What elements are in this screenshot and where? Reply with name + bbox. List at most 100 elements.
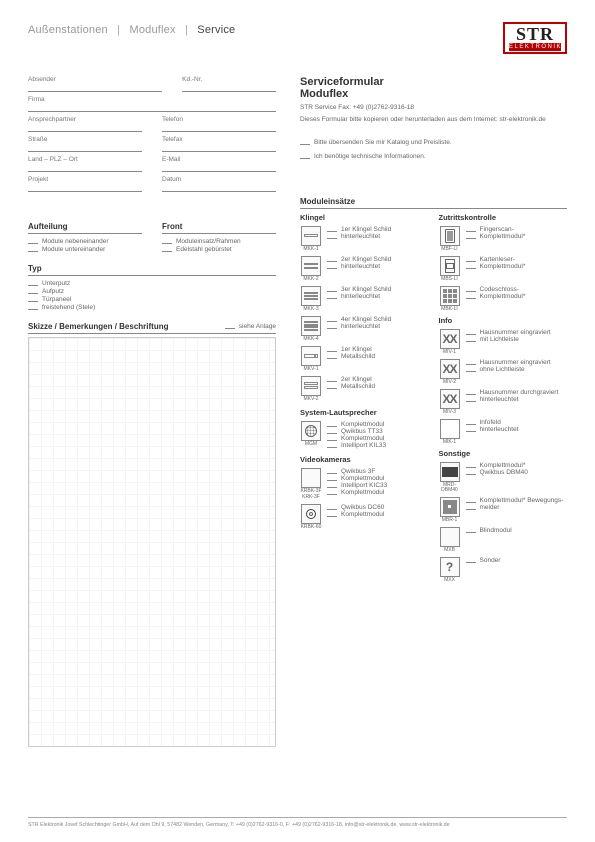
mod-miv3: XXMIV-3 Hausnummer durchgraviert hinterl… bbox=[439, 389, 568, 415]
typ-title: Typ bbox=[28, 264, 276, 276]
opt-front-2[interactable]: Edelstahl gebürstet bbox=[162, 246, 276, 253]
mod-mkk3: MKK-3 3er Klingel Schild hinterleuchtet bbox=[300, 286, 429, 312]
opt-mkk3-a[interactable]: 3er Klingel Schild bbox=[327, 286, 429, 293]
opt-s2-a[interactable]: Komplettmodul* Bewegungs- bbox=[466, 497, 568, 504]
opt-i2-b[interactable]: ohne Lichtleiste bbox=[466, 366, 568, 373]
opt-z1-a[interactable]: Fingerscan- bbox=[466, 226, 568, 233]
brand-logo: STR ELEKTRONIK bbox=[503, 22, 567, 54]
klingel-4-icon bbox=[301, 316, 321, 336]
footer-text: STR Elektronik Josef Schlechtinger GmbH,… bbox=[28, 817, 567, 828]
opt-z2-b[interactable]: Komplettmodul* bbox=[466, 263, 568, 270]
mod-mbkli: MBK-LI Codeschloss- Komplettmodul* bbox=[439, 286, 568, 312]
opt-v1-a[interactable]: Qwikbus 3F bbox=[327, 468, 429, 475]
opt-s2-b[interactable]: melder bbox=[466, 504, 568, 511]
opt-v2-b[interactable]: Komplettmodul bbox=[327, 511, 429, 518]
mod-mkv1: MKV-1 1er Klingel Metallschild bbox=[300, 346, 429, 372]
crumb-sep: | bbox=[117, 24, 120, 36]
opt-s1-a[interactable]: Komplettmodul* bbox=[466, 462, 568, 469]
opt-mkv2-b[interactable]: Metallschild bbox=[327, 383, 429, 390]
label-firma: Firma bbox=[28, 96, 276, 112]
crumb-b: Moduflex bbox=[129, 24, 175, 36]
label-telefon: Telefon bbox=[162, 116, 276, 132]
fingerprint-icon bbox=[440, 226, 460, 246]
opt-techinfo[interactable]: Ich benötige technische Informationen. bbox=[300, 153, 567, 160]
logo-top: STR bbox=[509, 26, 561, 42]
klingel-head: Klingel bbox=[300, 213, 429, 222]
blind-icon bbox=[440, 527, 460, 547]
opt-v1-b[interactable]: Komplettmodul bbox=[327, 475, 429, 482]
opt-anlage[interactable]: siehe Anlage bbox=[225, 323, 276, 330]
opt-s4-a[interactable]: Sonder bbox=[466, 557, 568, 564]
hausnummer-3-icon: XX bbox=[440, 389, 460, 409]
form-title-1: Serviceformular bbox=[300, 76, 567, 88]
camera-3f-icon bbox=[301, 468, 321, 488]
cardreader-icon bbox=[440, 256, 460, 276]
mod-mxx: ?MXX Sonder bbox=[439, 557, 568, 583]
opt-i2-a[interactable]: Hausnummer eingraviert bbox=[466, 359, 568, 366]
opt-mkk4-a[interactable]: 4er Klingel Schild bbox=[327, 316, 429, 323]
opt-katalog[interactable]: Bitte übersenden Sie mir Katalog und Pre… bbox=[300, 139, 567, 146]
opt-mkk4-b[interactable]: hinterleuchtet bbox=[327, 323, 429, 330]
instructions: Dieses Formular bitte kopieren oder heru… bbox=[300, 116, 567, 124]
opt-front-1[interactable]: Moduleinsatz/Rahmen bbox=[162, 238, 276, 245]
mod-mrd: MRD-DBM40 Komplettmodul* Qwikbus DBM40 bbox=[439, 462, 568, 493]
opt-i3-a[interactable]: Hausnummer durchgraviert bbox=[466, 389, 568, 396]
aufteilung-title: Aufteilung bbox=[28, 222, 142, 234]
opt-s3-a[interactable]: Blindmodul bbox=[466, 527, 568, 534]
label-datum: Datum bbox=[162, 176, 276, 192]
mod-krbk3f: KRBK-3FKRK-3F Qwikbus 3F Komplettmodul I… bbox=[300, 468, 429, 500]
mod-mkk4: MKK-4 4er Klingel Schild hinterleuchtet bbox=[300, 316, 429, 342]
form-title-2: Moduflex bbox=[300, 88, 567, 100]
opt-i1-a[interactable]: Hausnummer eingraviert bbox=[466, 329, 568, 336]
opt-mkv2-a[interactable]: 2er Klingel bbox=[327, 376, 429, 383]
opt-aufteilung-2[interactable]: Module untereinander bbox=[28, 246, 142, 253]
camera-60-icon bbox=[301, 504, 321, 524]
label-land: Land – PLZ – Ort bbox=[28, 156, 142, 172]
opt-typ-4[interactable]: freistehend (Stele) bbox=[28, 304, 276, 311]
sketch-area[interactable] bbox=[28, 337, 276, 747]
opt-mgm-c[interactable]: Komplettmodul bbox=[327, 435, 429, 442]
hausnummer-1-icon: XX bbox=[440, 329, 460, 349]
mod-mxb: MXB Blindmodul bbox=[439, 527, 568, 553]
infofeld-icon bbox=[440, 419, 460, 439]
opt-mkk3-b[interactable]: hinterleuchtet bbox=[327, 293, 429, 300]
opt-typ-3[interactable]: Türpaneel bbox=[28, 296, 276, 303]
motion-icon bbox=[440, 497, 460, 517]
opt-mkv1-a[interactable]: 1er Klingel bbox=[327, 346, 429, 353]
opt-z2-a[interactable]: Kartenleser- bbox=[466, 256, 568, 263]
crumb-sep: | bbox=[185, 24, 188, 36]
zutritt-head: Zutrittskontrolle bbox=[439, 213, 568, 222]
opt-z3-a[interactable]: Codeschloss- bbox=[466, 286, 568, 293]
opt-v2-a[interactable]: Qwikbus DC60 bbox=[327, 504, 429, 511]
opt-typ-2[interactable]: Aufputz bbox=[28, 288, 276, 295]
front-title: Front bbox=[162, 222, 276, 234]
opt-aufteilung-1[interactable]: Module nebeneinander bbox=[28, 238, 142, 245]
opt-z3-b[interactable]: Komplettmodul* bbox=[466, 293, 568, 300]
mod-mbfli: MBF-LI Fingerscan- Komplettmodul* bbox=[439, 226, 568, 252]
mod-mik1: MIK-1 Infofeld hinterleuchtet bbox=[439, 419, 568, 445]
opt-mkk1-a[interactable]: 1er Klingel Schild bbox=[327, 226, 429, 233]
opt-i4-a[interactable]: Infofeld bbox=[466, 419, 568, 426]
opt-mkv1-b[interactable]: Metallschild bbox=[327, 353, 429, 360]
speaker-head: System-Lautsprecher bbox=[300, 408, 429, 417]
mod-mkk2: MKK-2 2er Klingel Schild hinterleuchtet bbox=[300, 256, 429, 282]
opt-s1-b[interactable]: Qwikbus DBM40 bbox=[466, 469, 568, 476]
opt-z1-b[interactable]: Komplettmodul* bbox=[466, 233, 568, 240]
opt-v1-c[interactable]: Intelliport KIC33 bbox=[327, 482, 429, 489]
opt-typ-1[interactable]: Unterputz bbox=[28, 280, 276, 287]
opt-v1-d[interactable]: Komplettmodul bbox=[327, 489, 429, 496]
opt-mkk2-a[interactable]: 2er Klingel Schild bbox=[327, 256, 429, 263]
fax-line: STR Service Fax: +49 (0)2762-9316-18 bbox=[300, 104, 567, 112]
opt-mgm-d[interactable]: Intelliport KIL33 bbox=[327, 442, 429, 449]
opt-mkk1-b[interactable]: hinterleuchtet bbox=[327, 233, 429, 240]
opt-i4-b[interactable]: hinterleuchtet bbox=[466, 426, 568, 433]
opt-mgm-a[interactable]: Komplettmodul bbox=[327, 421, 429, 428]
opt-mgm-b[interactable]: Qwikbus TT33 bbox=[327, 428, 429, 435]
sketch-title: Skizze / Bemerkungen / Beschriftung bbox=[28, 322, 168, 331]
opt-mkk2-b[interactable]: hinterleuchtet bbox=[327, 263, 429, 270]
opt-i3-b[interactable]: hinterleuchtet bbox=[466, 396, 568, 403]
label-strasse: Straße bbox=[28, 136, 142, 152]
label-projekt: Projekt bbox=[28, 176, 142, 192]
opt-i1-b[interactable]: mit Lichtleiste bbox=[466, 336, 568, 343]
klingel-1-icon bbox=[301, 226, 321, 246]
